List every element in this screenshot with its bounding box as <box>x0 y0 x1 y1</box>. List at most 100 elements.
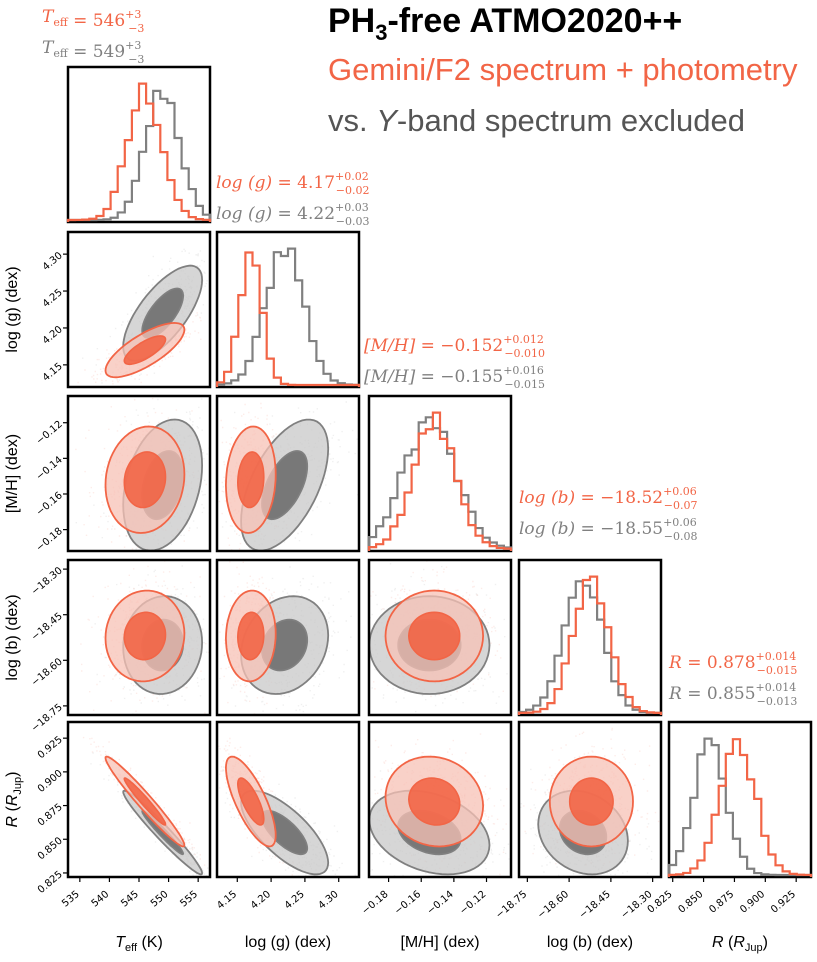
axis-label-mh: [M/H] (dex) <box>4 434 21 513</box>
panel-frame <box>215 394 361 553</box>
panel-frame <box>66 558 212 717</box>
axis-label-radius: R (RJup) <box>4 772 24 828</box>
y-tick-label: −18.75 <box>29 702 64 734</box>
scatter-panel-teff-radius <box>66 720 212 879</box>
axis-label-mh: [M/H] (dex) <box>400 934 479 951</box>
x-tick-label: −0.18 <box>360 889 391 917</box>
y-tick-label: 4.30 <box>41 250 65 273</box>
hist-primary-mh <box>367 411 513 551</box>
x-tick-label: 555 <box>178 889 200 910</box>
x-tick-label: −0.16 <box>393 889 424 917</box>
contour-1sigma-primary <box>236 611 265 661</box>
x-tick-label: 4.30 <box>317 889 341 912</box>
y-tick-label: 0.925 <box>36 734 65 761</box>
legend-primary: Gemini/F2 spectrum + photometry <box>328 52 798 87</box>
axis-label-logb: log (b) (dex) <box>4 594 21 680</box>
panel-frame <box>215 720 361 879</box>
y-tick-label: −0.18 <box>34 526 65 554</box>
hist-panel-mh <box>367 394 513 553</box>
hist-comparison-radius <box>667 737 813 877</box>
contour-1sigma-primary <box>123 611 167 661</box>
legend-comparison: vs. Y-band spectrum excluded <box>328 103 746 138</box>
x-tick-label: −0.14 <box>425 889 456 917</box>
scatter-panel-logg-logb <box>215 558 361 717</box>
panel-frame <box>517 558 663 717</box>
panel-frame <box>215 558 361 717</box>
panel-frame <box>215 230 361 389</box>
x-tick-label: 0.850 <box>676 889 705 916</box>
chart-title: PH3-free ATMO2020++ <box>328 2 683 45</box>
y-tick-label: −18.30 <box>29 565 64 597</box>
annotation-comparison-logg: log (g) = 4.22+0.03 −0.03 <box>216 201 369 228</box>
x-tick-label: −18.75 <box>494 889 529 921</box>
scatter-panel-mh-radius <box>367 720 513 879</box>
scatter-panel-teff-logb <box>66 558 212 717</box>
hist-panel-radius <box>667 720 813 879</box>
x-tick-label: 540 <box>90 889 112 910</box>
panel-frame <box>66 394 212 553</box>
x-tick-label: 535 <box>60 889 82 910</box>
x-tick-label: 550 <box>149 889 171 910</box>
scatter-panel-teff-logg <box>66 230 212 389</box>
hist-panel-logg <box>215 230 361 389</box>
annotation-comparison-radius: R = 0.855+0.014 −0.013 <box>668 681 797 708</box>
contour-1sigma-primary <box>123 777 167 826</box>
y-tick-label: −18.60 <box>29 656 64 688</box>
annotation-comparison-logb: log (b) = −18.55+0.06 −0.08 <box>519 516 698 543</box>
axis-label-radius: R (RJup) <box>712 934 768 954</box>
hist-primary-teff <box>66 82 212 222</box>
panel-frame <box>367 558 513 717</box>
y-tick-label: 0.850 <box>36 835 65 862</box>
contour-1sigma-primary <box>236 451 265 509</box>
y-tick-label: 0.825 <box>36 869 65 896</box>
scatter-panel-logb-radius <box>517 720 663 879</box>
annotations-group: Teff = 546+3 −3 Teff = 549+3 −3 log (g) = 4.… <box>42 7 797 708</box>
annotation-primary-logb: log (b) = −18.52+0.06 −0.07 <box>519 485 698 512</box>
axis-label-logg: log (g) (dex) <box>4 266 21 352</box>
contour-1sigma-primary <box>123 335 167 366</box>
hist-primary-logb <box>517 575 663 715</box>
x-tick-label: −18.60 <box>536 889 571 921</box>
annotation-comparison-mh: [M/H] = −0.155+0.016 −0.015 <box>364 364 545 391</box>
axis-label-logb: log (b) (dex) <box>547 934 633 951</box>
y-tick-label: −18.45 <box>29 611 64 643</box>
y-tick-label: 4.25 <box>41 287 65 310</box>
x-tick-label: 0.900 <box>738 889 767 916</box>
hist-primary-radius <box>667 738 813 877</box>
x-tick-label: 4.15 <box>215 889 239 912</box>
contour-1sigma-comparison <box>141 287 185 339</box>
hist-primary-logg <box>215 251 361 387</box>
contour-1sigma-primary <box>568 777 614 826</box>
y-tick-label: 4.15 <box>41 361 65 384</box>
scatter-panel-mh-logb <box>367 558 513 717</box>
x-tick-label: −18.45 <box>577 889 612 921</box>
x-tick-label: 0.925 <box>769 889 798 916</box>
y-tick-label: −0.14 <box>34 455 65 483</box>
panels-group <box>66 65 813 879</box>
scatter-panel-teff-mh <box>66 394 212 553</box>
annotation-comparison-teff: Teff = 549+3 −3 <box>42 38 144 66</box>
y-tick-label: 4.20 <box>41 324 65 347</box>
annotation-primary-teff: Teff = 546+3 −3 <box>42 7 144 35</box>
axis-label-logg: log (g) (dex) <box>245 934 331 951</box>
contour-1sigma-primary <box>236 777 265 826</box>
annotation-primary-mh: [M/H] = −0.152+0.012 −0.010 <box>364 333 545 360</box>
x-tick-label: −0.12 <box>458 889 489 917</box>
panel-frame <box>367 720 513 879</box>
hist-panel-teff <box>66 65 212 224</box>
contour-1sigma-primary <box>407 777 461 826</box>
x-tick-label: 0.875 <box>707 889 736 916</box>
panel-frame <box>66 230 212 389</box>
annotation-primary-radius: R = 0.878+0.014 −0.015 <box>668 650 797 677</box>
y-tick-label: 0.900 <box>36 768 65 795</box>
scatter-panel-logg-mh <box>215 394 361 553</box>
annotation-primary-logg: log (g) = 4.17+0.02 −0.02 <box>216 170 369 197</box>
y-tick-label: −0.12 <box>34 419 65 447</box>
x-tick-label: 545 <box>119 889 141 910</box>
x-tick-label: 4.25 <box>283 889 307 912</box>
hist-comparison-logg <box>215 247 361 387</box>
contour-1sigma-primary <box>123 451 167 509</box>
contour-1sigma-primary <box>407 611 461 661</box>
panel-frame <box>517 720 663 879</box>
